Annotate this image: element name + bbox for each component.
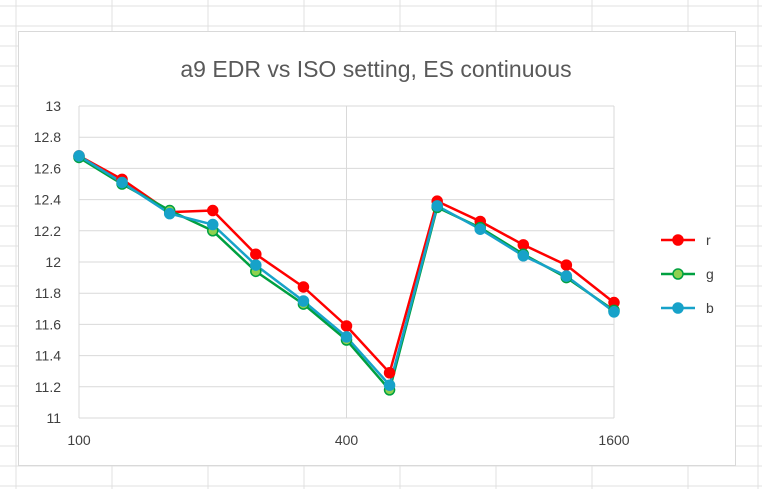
y-tick-label: 13: [45, 98, 61, 114]
data-point-r: [383, 367, 396, 379]
x-tick-label: 1600: [598, 432, 629, 448]
data-point-b: [250, 259, 262, 271]
y-tick-label: 12.4: [34, 192, 61, 208]
data-point-b: [431, 200, 443, 212]
x-tick-label: 400: [335, 432, 359, 448]
x-tick-label: 100: [67, 432, 91, 448]
y-tick-label: 12.6: [34, 160, 61, 176]
data-point-b: [163, 207, 176, 220]
legend-marker-r: [672, 234, 684, 246]
legend-marker-b: [672, 302, 684, 314]
y-tick-label: 11.8: [35, 285, 61, 301]
y-tick-label: 11: [46, 410, 61, 426]
data-point-b: [116, 176, 128, 189]
data-point-r: [297, 281, 310, 293]
data-point-b: [517, 250, 530, 262]
data-point-b: [297, 295, 310, 307]
y-tick-label: 11.2: [35, 379, 61, 395]
y-tick-label: 12.2: [34, 223, 61, 239]
y-tick-label: 11.6: [35, 316, 61, 332]
legend-label-b: b: [706, 300, 714, 316]
y-tick-label: 12: [45, 254, 61, 270]
chart-area[interactable]: a9 EDR vs ISO setting, ES continuous 13 1…: [18, 31, 736, 466]
y-tick-label: 11.4: [35, 348, 61, 364]
data-point-r: [207, 204, 219, 217]
data-point-b: [560, 270, 573, 282]
legend-label-g: g: [706, 266, 714, 282]
data-point-r: [517, 239, 530, 251]
legend-marker-g: [672, 268, 684, 280]
legend-label-r: r: [706, 232, 711, 248]
chart-svg: a9 EDR vs ISO setting, ES continuous 131…: [34, 56, 714, 448]
data-point-b: [474, 223, 486, 235]
data-point-r: [340, 320, 353, 332]
legend: r g b: [661, 232, 714, 316]
data-point-b: [73, 150, 85, 162]
data-point-r: [560, 259, 573, 271]
data-point-r: [250, 248, 262, 260]
data-point-b: [608, 306, 620, 318]
data-point-b: [207, 218, 219, 231]
y-tick-label: 12.8: [34, 129, 61, 145]
data-point-b: [383, 379, 396, 391]
plot-area: 13 12.8 12.6 12.4 12.2 12 11.8 11.6 11.4 11.2 11 10…: [34, 98, 630, 448]
data-point-b: [340, 331, 353, 343]
chart-title: a9 EDR vs ISO setting, ES continuous: [180, 56, 571, 82]
